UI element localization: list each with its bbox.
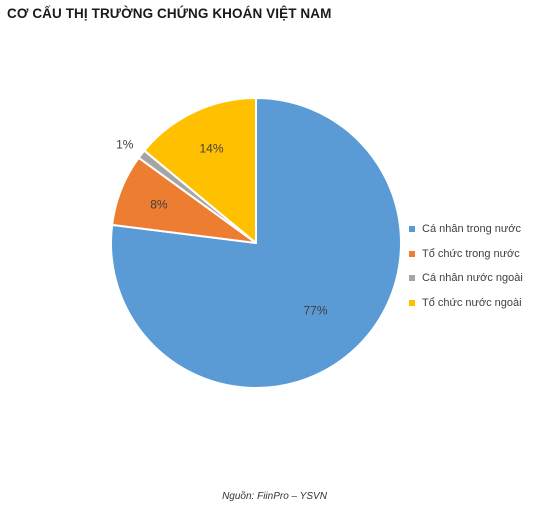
data-label-ca-nhan-nuoc-ngoai: 1% — [116, 137, 134, 151]
legend-item-to-chuc-trong-nuoc: Tổ chức trong nước — [409, 242, 523, 267]
chart-title: CƠ CẤU THỊ TRƯỜNG CHỨNG KHOÁN VIỆT NAM — [7, 6, 332, 21]
pie-slices — [110, 97, 402, 389]
legend-swatch — [409, 226, 415, 233]
legend-item-ca-nhan-nuoc-ngoai: Cá nhân nước ngoài — [409, 266, 523, 291]
legend-label: Cá nhân nước ngoài — [422, 272, 523, 285]
data-label-to-chuc-trong-nuoc: 8% — [150, 198, 168, 212]
legend-swatch — [409, 250, 415, 257]
legend-label: Tổ chức nước ngoài — [422, 296, 522, 309]
chart-legend: Cá nhân trong nước Tổ chức trong nước Cá n… — [409, 217, 523, 315]
legend-item-to-chuc-nuoc-ngoai: Tổ chức nước ngoài — [409, 291, 523, 316]
legend-item-ca-nhan-trong-nuoc: Cá nhân trong nước — [409, 217, 523, 242]
pie-data-labels: 77% 8% 1% 14% — [116, 137, 328, 317]
source-note: Nguồn: FiinPro – YSVN — [222, 491, 327, 502]
pie-slice-ca-nhan-trong-nuoc — [110, 97, 402, 389]
data-label-ca-nhan-trong-nuoc: 77% — [303, 303, 327, 317]
pie-chart: 77% 8% 1% 14% — [110, 97, 402, 389]
legend-swatch — [409, 299, 415, 306]
legend-swatch — [409, 275, 415, 282]
legend-label: Tổ chức trong nước — [422, 247, 520, 260]
pie-slice-to-chuc-nuoc-ngoai — [143, 97, 257, 244]
data-label-to-chuc-nuoc-ngoai: 14% — [199, 142, 223, 156]
legend-label: Cá nhân trong nước — [422, 223, 521, 236]
